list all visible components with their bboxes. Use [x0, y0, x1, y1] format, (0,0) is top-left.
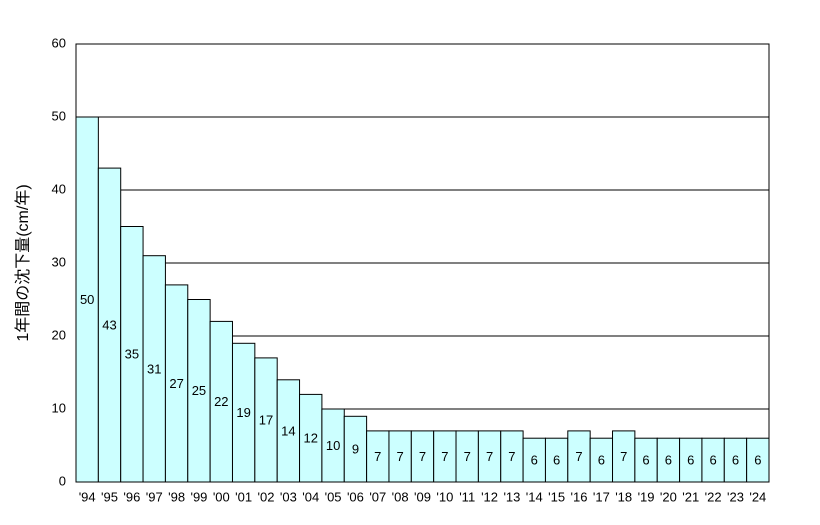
x-tick-label: '21 [682, 489, 699, 504]
data-label: 6 [553, 453, 560, 468]
data-label: 6 [531, 453, 538, 468]
x-tick-label: '17 [593, 489, 610, 504]
x-tick-label: '06 [347, 489, 364, 504]
x-tick-label: '13 [503, 489, 520, 504]
x-tick-label: '15 [548, 489, 565, 504]
x-tick-label: '24 [749, 489, 766, 504]
x-tick-label: '10 [436, 489, 453, 504]
data-label: 10 [326, 438, 340, 453]
data-label: 25 [192, 383, 206, 398]
data-label: 9 [352, 442, 359, 457]
data-label: 50 [80, 292, 94, 307]
y-tick-label: 30 [52, 254, 66, 269]
x-tick-label: '96 [123, 489, 140, 504]
x-tick-label: '16 [571, 489, 588, 504]
x-tick-label: '99 [190, 489, 207, 504]
x-tick-label: '14 [526, 489, 543, 504]
data-label: 6 [709, 453, 716, 468]
x-tick-label: '00 [213, 489, 230, 504]
data-label: 7 [397, 449, 404, 464]
data-label: 22 [214, 394, 228, 409]
data-label: 7 [486, 449, 493, 464]
data-label: 6 [732, 453, 739, 468]
data-label: 35 [125, 347, 139, 362]
data-label: 43 [102, 317, 116, 332]
x-tick-label: '23 [727, 489, 744, 504]
x-tick-label: '97 [146, 489, 163, 504]
data-label: 19 [236, 405, 250, 420]
data-label: 7 [620, 449, 627, 464]
x-tick-label: '94 [79, 489, 96, 504]
data-label: 6 [598, 453, 605, 468]
data-label: 7 [508, 449, 515, 464]
x-tick-label: '98 [168, 489, 185, 504]
x-tick-label: '01 [235, 489, 252, 504]
data-label: 14 [281, 423, 295, 438]
x-tick-label: '05 [325, 489, 342, 504]
y-tick-label: 0 [59, 473, 66, 488]
y-tick-label: 60 [52, 35, 66, 50]
x-tick-label: '04 [302, 489, 319, 504]
data-label: 12 [303, 431, 317, 446]
x-tick-label: '95 [101, 489, 118, 504]
x-tick-label: '07 [369, 489, 386, 504]
data-label: 7 [419, 449, 426, 464]
x-tick-label: '22 [705, 489, 722, 504]
x-tick-label: '09 [414, 489, 431, 504]
bar [746, 437, 770, 483]
x-tick-label: '08 [392, 489, 409, 504]
data-label: 7 [374, 449, 381, 464]
x-tick-label: '12 [481, 489, 498, 504]
y-axis-title: 1年間の沈下量(cm/年) [14, 184, 32, 341]
data-label: 31 [147, 361, 161, 376]
data-label: 6 [754, 453, 761, 468]
x-tick-label: '19 [638, 489, 655, 504]
data-label: 27 [169, 376, 183, 391]
data-label: 6 [665, 453, 672, 468]
data-label: 7 [464, 449, 471, 464]
data-label: 6 [687, 453, 694, 468]
data-label: 7 [575, 449, 582, 464]
data-label: 6 [642, 453, 649, 468]
x-tick-label: '03 [280, 489, 297, 504]
y-tick-label: 20 [52, 327, 66, 342]
x-tick-label: '11 [459, 489, 475, 504]
x-tick-label: '18 [615, 489, 632, 504]
y-tick-label: 50 [52, 108, 66, 123]
data-label: 17 [259, 412, 273, 427]
x-tick-label: '20 [660, 489, 677, 504]
y-tick-label: 40 [52, 181, 66, 196]
x-tick-label: '02 [258, 489, 275, 504]
y-tick-label: 10 [52, 400, 66, 415]
data-label: 7 [441, 449, 448, 464]
